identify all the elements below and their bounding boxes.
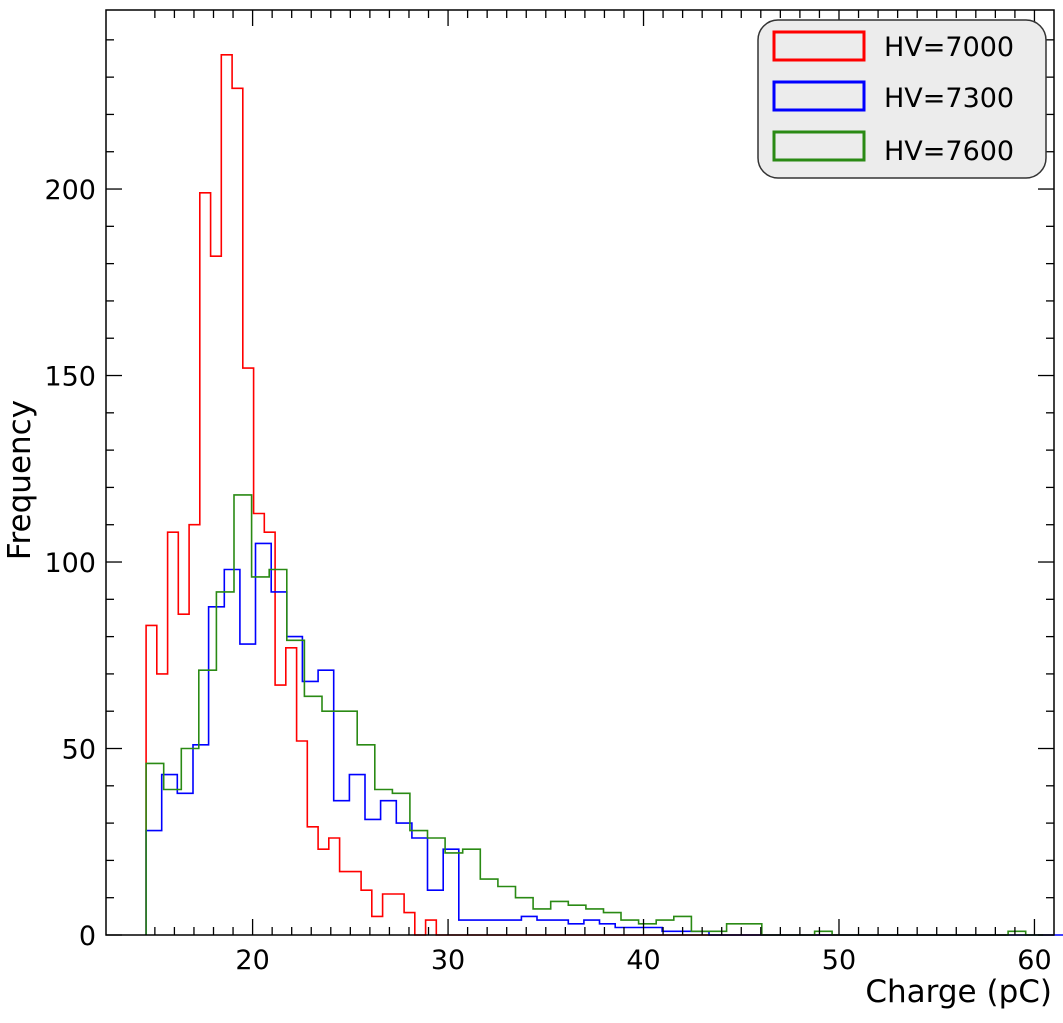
legend-label-hv7300: HV=7300	[884, 83, 1014, 114]
x-axis-title: Charge (pC)	[865, 974, 1052, 1010]
y-tick-label: 200	[44, 175, 96, 206]
y-tick-label: 100	[44, 548, 96, 579]
y-axis-title: Frequency	[2, 400, 38, 560]
plot-frame	[105, 9, 1055, 936]
ticks-layer	[106, 10, 1054, 936]
legend-label-hv7600: HV=7600	[884, 136, 1014, 167]
x-tick-label: 40	[626, 945, 660, 976]
y-tick-label: 0	[79, 921, 96, 952]
x-tick-label: 30	[431, 945, 465, 976]
legend-swatch-hv7000	[772, 30, 866, 62]
legend-label-hv7000: HV=7000	[884, 32, 1014, 63]
series-line-hv7600	[145, 494, 1044, 936]
legend-swatch-hv7600	[772, 130, 866, 162]
x-tick-label: 50	[822, 945, 856, 976]
x-tick-label: 60	[1017, 945, 1051, 976]
tick-labels-layer: 20 30 40 50 60 0 50 100 150 200	[44, 175, 1051, 976]
legend-swatch-hv7300	[772, 80, 866, 112]
y-tick-label: 50	[62, 735, 96, 766]
legend: HV=7000 HV=7300 HV=7600	[757, 19, 1047, 179]
y-tick-label: 150	[44, 362, 96, 393]
x-tick-label: 20	[235, 945, 269, 976]
